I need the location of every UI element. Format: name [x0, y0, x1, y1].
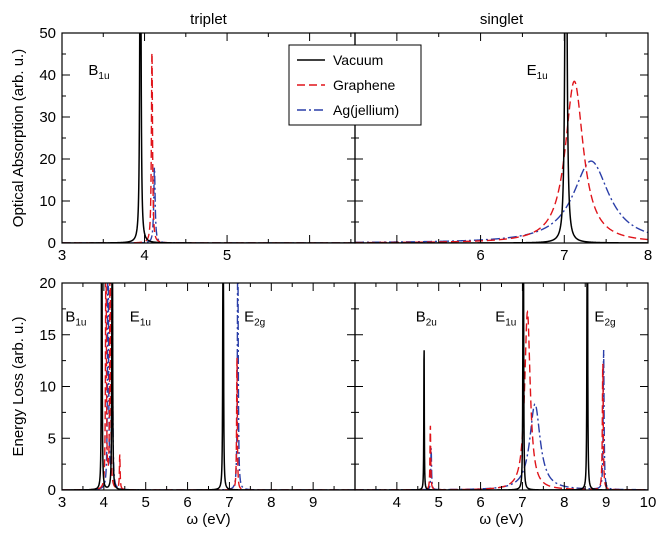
legend-item: Vacuum	[297, 52, 383, 68]
y-tick-label: 0	[48, 235, 56, 252]
panel-bottom-right: 4 5 6 7 8 9 10 ω (eV) B2u E1u E2g	[354, 282, 657, 528]
y-tick-label: 15	[39, 327, 56, 344]
x-tick-label: 5	[223, 247, 231, 264]
peak-label: E1u	[495, 308, 516, 328]
x-tick-label: 4	[140, 247, 148, 264]
x-tick-label: 8	[644, 247, 652, 264]
legend-item: Graphene	[297, 77, 395, 93]
peak-label: E1u	[527, 62, 548, 82]
x-tick-label: 3	[58, 247, 66, 264]
y-tick-label: 20	[39, 151, 56, 168]
panel-title: singlet	[480, 11, 524, 28]
x-tick-label: 10	[640, 494, 657, 511]
legend-label: Vacuum	[333, 52, 383, 68]
x-tick-label: 3	[58, 494, 66, 511]
peak-label: E2g	[244, 308, 265, 328]
y-tick-label: 10	[39, 379, 56, 396]
panel-bottom-left: 3 4 5 6 7 8 9 0 5 10 15 20 Energy Loss (arb. u.) ω (e…	[10, 275, 356, 528]
x-tick-label: 6	[476, 494, 484, 511]
x-tick-label: 8	[267, 494, 275, 511]
x-tick-label: 6	[183, 494, 191, 511]
x-tick-label: 4	[100, 494, 108, 511]
y-axis-label: Optical Absorption (arb. u.)	[10, 49, 27, 227]
legend-item: Ag(jellium)	[297, 102, 399, 118]
x-tick-label: 7	[560, 247, 568, 264]
y-tick-label: 20	[39, 275, 56, 292]
y-tick-label: 5	[48, 430, 56, 447]
x-tick-label: 9	[602, 494, 610, 511]
panel-top-right: 6 7 8 singlet E1u	[354, 11, 652, 264]
series-ag-jellium	[355, 160, 648, 243]
peak-label: B2u	[416, 308, 437, 328]
x-tick-label: 7	[518, 494, 526, 511]
x-tick-label: 6	[476, 247, 484, 264]
x-tick-label: 4	[393, 494, 401, 511]
x-tick-label: 7	[225, 494, 233, 511]
x-tick-label: 5	[435, 494, 443, 511]
x-axis-label: ω (eV)	[186, 511, 230, 528]
x-tick-label: 8	[560, 494, 568, 511]
peak-label: B1u	[88, 62, 109, 82]
x-tick-label: 9	[309, 494, 317, 511]
y-tick-label: 0	[48, 482, 56, 499]
x-axis-label: ω (eV)	[479, 511, 523, 528]
series-ag-jellium	[62, 167, 355, 243]
y-axis-label: Energy Loss (arb. u.)	[10, 316, 27, 456]
series-ag-jellium	[355, 349, 648, 490]
y-tick-label: 10	[39, 193, 56, 210]
legend-label: Ag(jellium)	[333, 102, 399, 118]
y-tick-label: 40	[39, 67, 56, 84]
curves	[62, 283, 355, 490]
legend-label: Graphene	[333, 77, 395, 93]
legend: Vacuum Graphene Ag(jellium)	[288, 44, 422, 126]
curves	[355, 283, 648, 490]
x-tick-label: 5	[142, 494, 150, 511]
peak-label: B1u	[65, 308, 86, 328]
panel-title: triplet	[190, 11, 228, 28]
y-tick-label: 50	[39, 25, 56, 42]
legend-box	[288, 44, 422, 126]
peak-label: E2g	[594, 308, 615, 328]
y-tick-label: 30	[39, 109, 56, 126]
peak-label: E1u	[130, 308, 151, 328]
